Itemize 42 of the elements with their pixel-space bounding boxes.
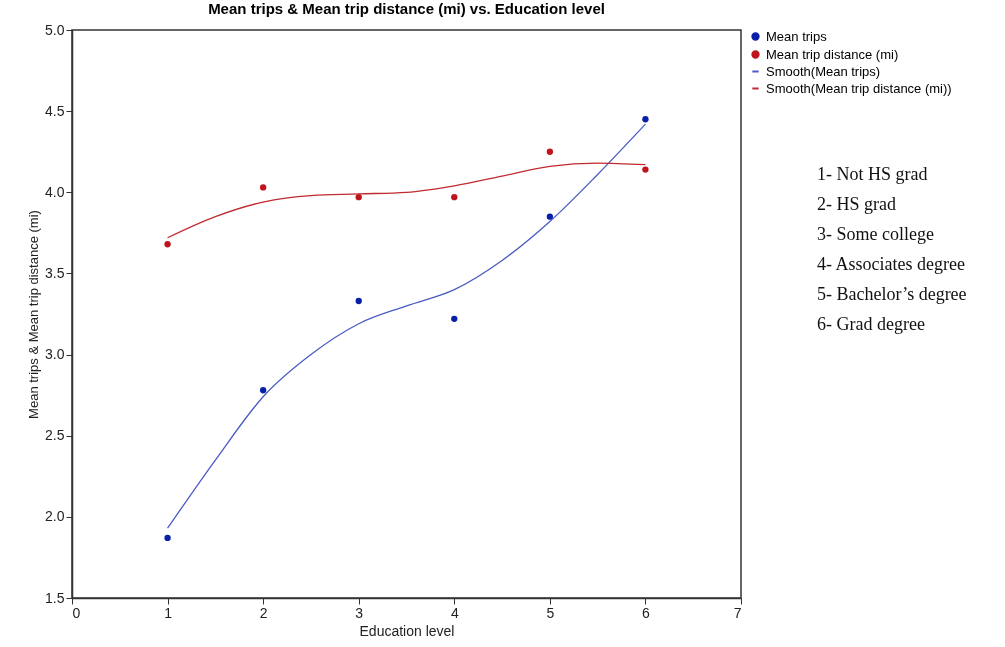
point — [164, 241, 171, 248]
y-axis-title: Mean trips & Mean trip distance (mi) — [26, 210, 42, 419]
point — [451, 315, 458, 323]
legend-label: Mean trips — [766, 28, 828, 44]
point — [164, 534, 171, 542]
text: 6- Grad degree — [817, 314, 925, 334]
x-tick-label: 0 — [72, 604, 81, 621]
point — [642, 166, 649, 173]
y-tick-label: 5.0 — [45, 21, 65, 38]
point — [546, 213, 554, 220]
chart-title: Mean trips & Mean trip distance (mi) vs. Education level — [208, 0, 605, 17]
x-tick-label: 3 — [355, 604, 364, 621]
legend-label: Mean trip distance (mi) — [766, 46, 899, 62]
x-tick-label: 4 — [450, 604, 459, 621]
x-tick-label: 7 — [733, 604, 742, 621]
point — [642, 116, 649, 123]
point — [546, 148, 554, 155]
text: 3- Some college — [817, 224, 934, 244]
text: 2- HS grad — [817, 194, 896, 214]
y-tick-label: 1.5 — [45, 589, 65, 606]
text: 4- Associates degree — [817, 254, 965, 274]
x-axis-title: Education level — [359, 622, 455, 639]
legend-label: Smooth(Mean trip distance (mi)) — [766, 80, 952, 96]
y-tick-label: 3.0 — [45, 346, 65, 363]
y-tick-label: 4.0 — [45, 183, 65, 200]
point — [259, 387, 267, 394]
y-tick-label: 2.5 — [45, 427, 65, 444]
point — [355, 297, 362, 305]
point — [451, 194, 458, 201]
text: 1- Not HS grad — [817, 164, 928, 184]
line-series — [166, 162, 647, 239]
y-tick-label: 4.5 — [45, 102, 65, 119]
point — [259, 184, 267, 191]
x-tick-label: 5 — [546, 604, 555, 621]
y-tick-label: 3.5 — [45, 264, 65, 281]
text: 5- Bachelor’s degree — [817, 284, 967, 304]
x-tick-label: 6 — [642, 604, 651, 621]
y-tick-label: 2.0 — [45, 508, 65, 525]
x-tick-label: 1 — [164, 604, 173, 621]
legend-label: Smooth(Mean trips) — [766, 63, 881, 79]
x-tick-label: 2 — [259, 604, 268, 621]
point — [355, 194, 362, 201]
